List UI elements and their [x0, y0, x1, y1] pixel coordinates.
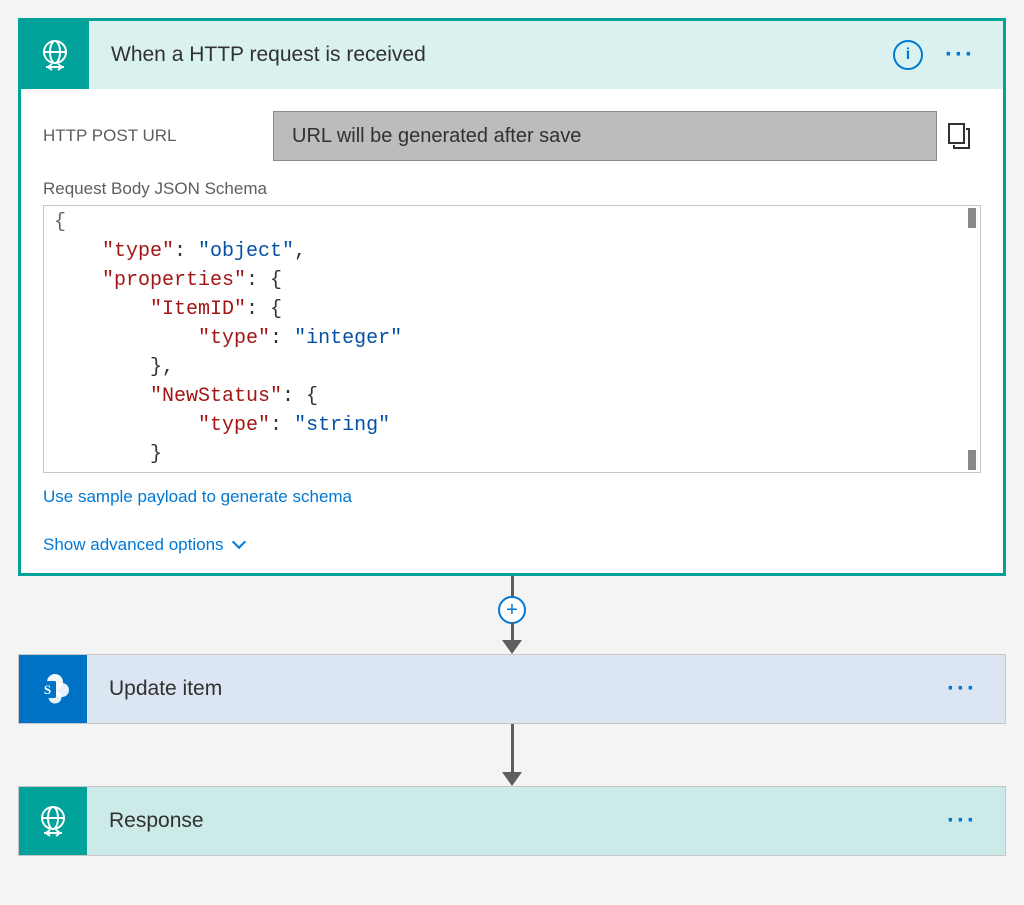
url-box: URL will be generated after save: [273, 111, 937, 161]
code-token: "integer": [294, 327, 402, 350]
url-label: HTTP POST URL: [43, 126, 273, 146]
more-icon[interactable]: ···: [945, 43, 975, 67]
connector-1: +: [18, 576, 1006, 654]
advanced-options-link[interactable]: Show advanced options: [43, 535, 981, 555]
response-title: Response: [87, 809, 947, 833]
http-trigger-icon: [21, 21, 89, 89]
connector-2: [18, 724, 1006, 786]
code-token: "object": [198, 240, 294, 263]
arrow-down-icon: [502, 640, 522, 654]
schema-label: Request Body JSON Schema: [43, 179, 981, 199]
update-item-title: Update item: [87, 677, 947, 701]
code-token: "type": [198, 327, 270, 350]
code-token: "string": [294, 414, 390, 437]
response-card: Response ···: [18, 786, 1006, 856]
more-icon[interactable]: ···: [947, 677, 977, 701]
code-token: "NewStatus": [150, 385, 282, 408]
code-token: "type": [102, 240, 174, 263]
add-step-button[interactable]: +: [498, 596, 526, 624]
info-icon[interactable]: i: [893, 40, 923, 70]
arrow-down-icon: [502, 772, 522, 786]
svg-text:S: S: [44, 682, 51, 697]
code-token: "ItemID": [150, 298, 246, 321]
sharepoint-icon: S: [19, 655, 87, 723]
trigger-header[interactable]: When a HTTP request is received i ···: [21, 21, 1003, 89]
sample-payload-link[interactable]: Use sample payload to generate schema: [43, 487, 981, 507]
trigger-title: When a HTTP request is received: [89, 43, 893, 67]
more-icon[interactable]: ···: [947, 809, 977, 833]
update-item-card: S Update item ···: [18, 654, 1006, 724]
copy-icon[interactable]: [937, 122, 981, 150]
code-token: "properties": [102, 269, 246, 292]
update-item-header[interactable]: S Update item ···: [19, 655, 1005, 723]
response-icon: [19, 787, 87, 855]
trigger-card: When a HTTP request is received i ··· HT…: [18, 18, 1006, 576]
schema-editor[interactable]: { "type": "object", "properties": { "Ite…: [43, 205, 981, 473]
code-token: {: [54, 211, 66, 234]
response-header[interactable]: Response ···: [19, 787, 1005, 855]
code-token: "type": [198, 414, 270, 437]
trigger-body: HTTP POST URL URL will be generated afte…: [21, 89, 1003, 573]
